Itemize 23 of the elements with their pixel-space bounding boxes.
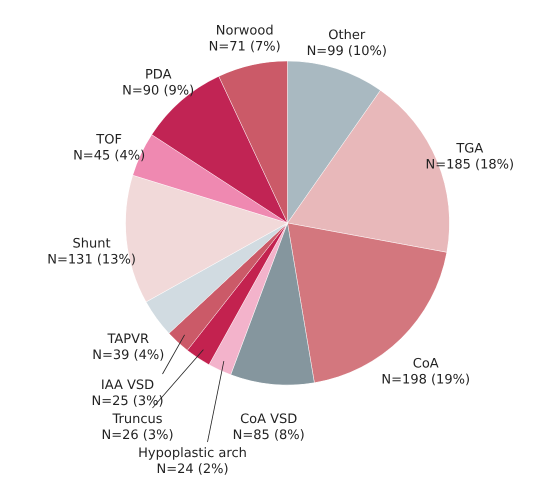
slice-label: TGA bbox=[455, 141, 484, 156]
slice-label: TOF bbox=[95, 132, 122, 148]
slice-label: CoA VSD bbox=[240, 412, 298, 428]
slice-label: Norwood bbox=[216, 24, 274, 39]
data-label: N=99 (10%) bbox=[306, 44, 387, 60]
data-label: N=198 (19%) bbox=[381, 372, 470, 388]
slice-label: PDA bbox=[144, 67, 172, 82]
data-label: N=39 (4%) bbox=[92, 348, 164, 363]
slice-label: TAPVR bbox=[106, 332, 150, 347]
slice-label: Other bbox=[328, 28, 366, 44]
data-label: N=71 (7%) bbox=[208, 40, 281, 55]
data-label: N=45 (4%) bbox=[73, 148, 146, 164]
data-label: N=131 (13%) bbox=[47, 252, 136, 268]
slice-label: CoA bbox=[412, 356, 439, 372]
data-label: N=185 (18%) bbox=[425, 157, 514, 172]
data-label: N=90 (9%) bbox=[122, 83, 194, 98]
slice-label: Truncus bbox=[111, 412, 163, 427]
slice-label: Hypoplastic arch bbox=[138, 446, 247, 461]
slice-label: IAA VSD bbox=[100, 378, 154, 393]
data-label: N=26 (3%) bbox=[101, 428, 174, 443]
data-label: N=24 (2%) bbox=[156, 462, 229, 477]
data-label: N=85 (8%) bbox=[232, 428, 305, 444]
slice-label: Shunt bbox=[72, 236, 111, 252]
